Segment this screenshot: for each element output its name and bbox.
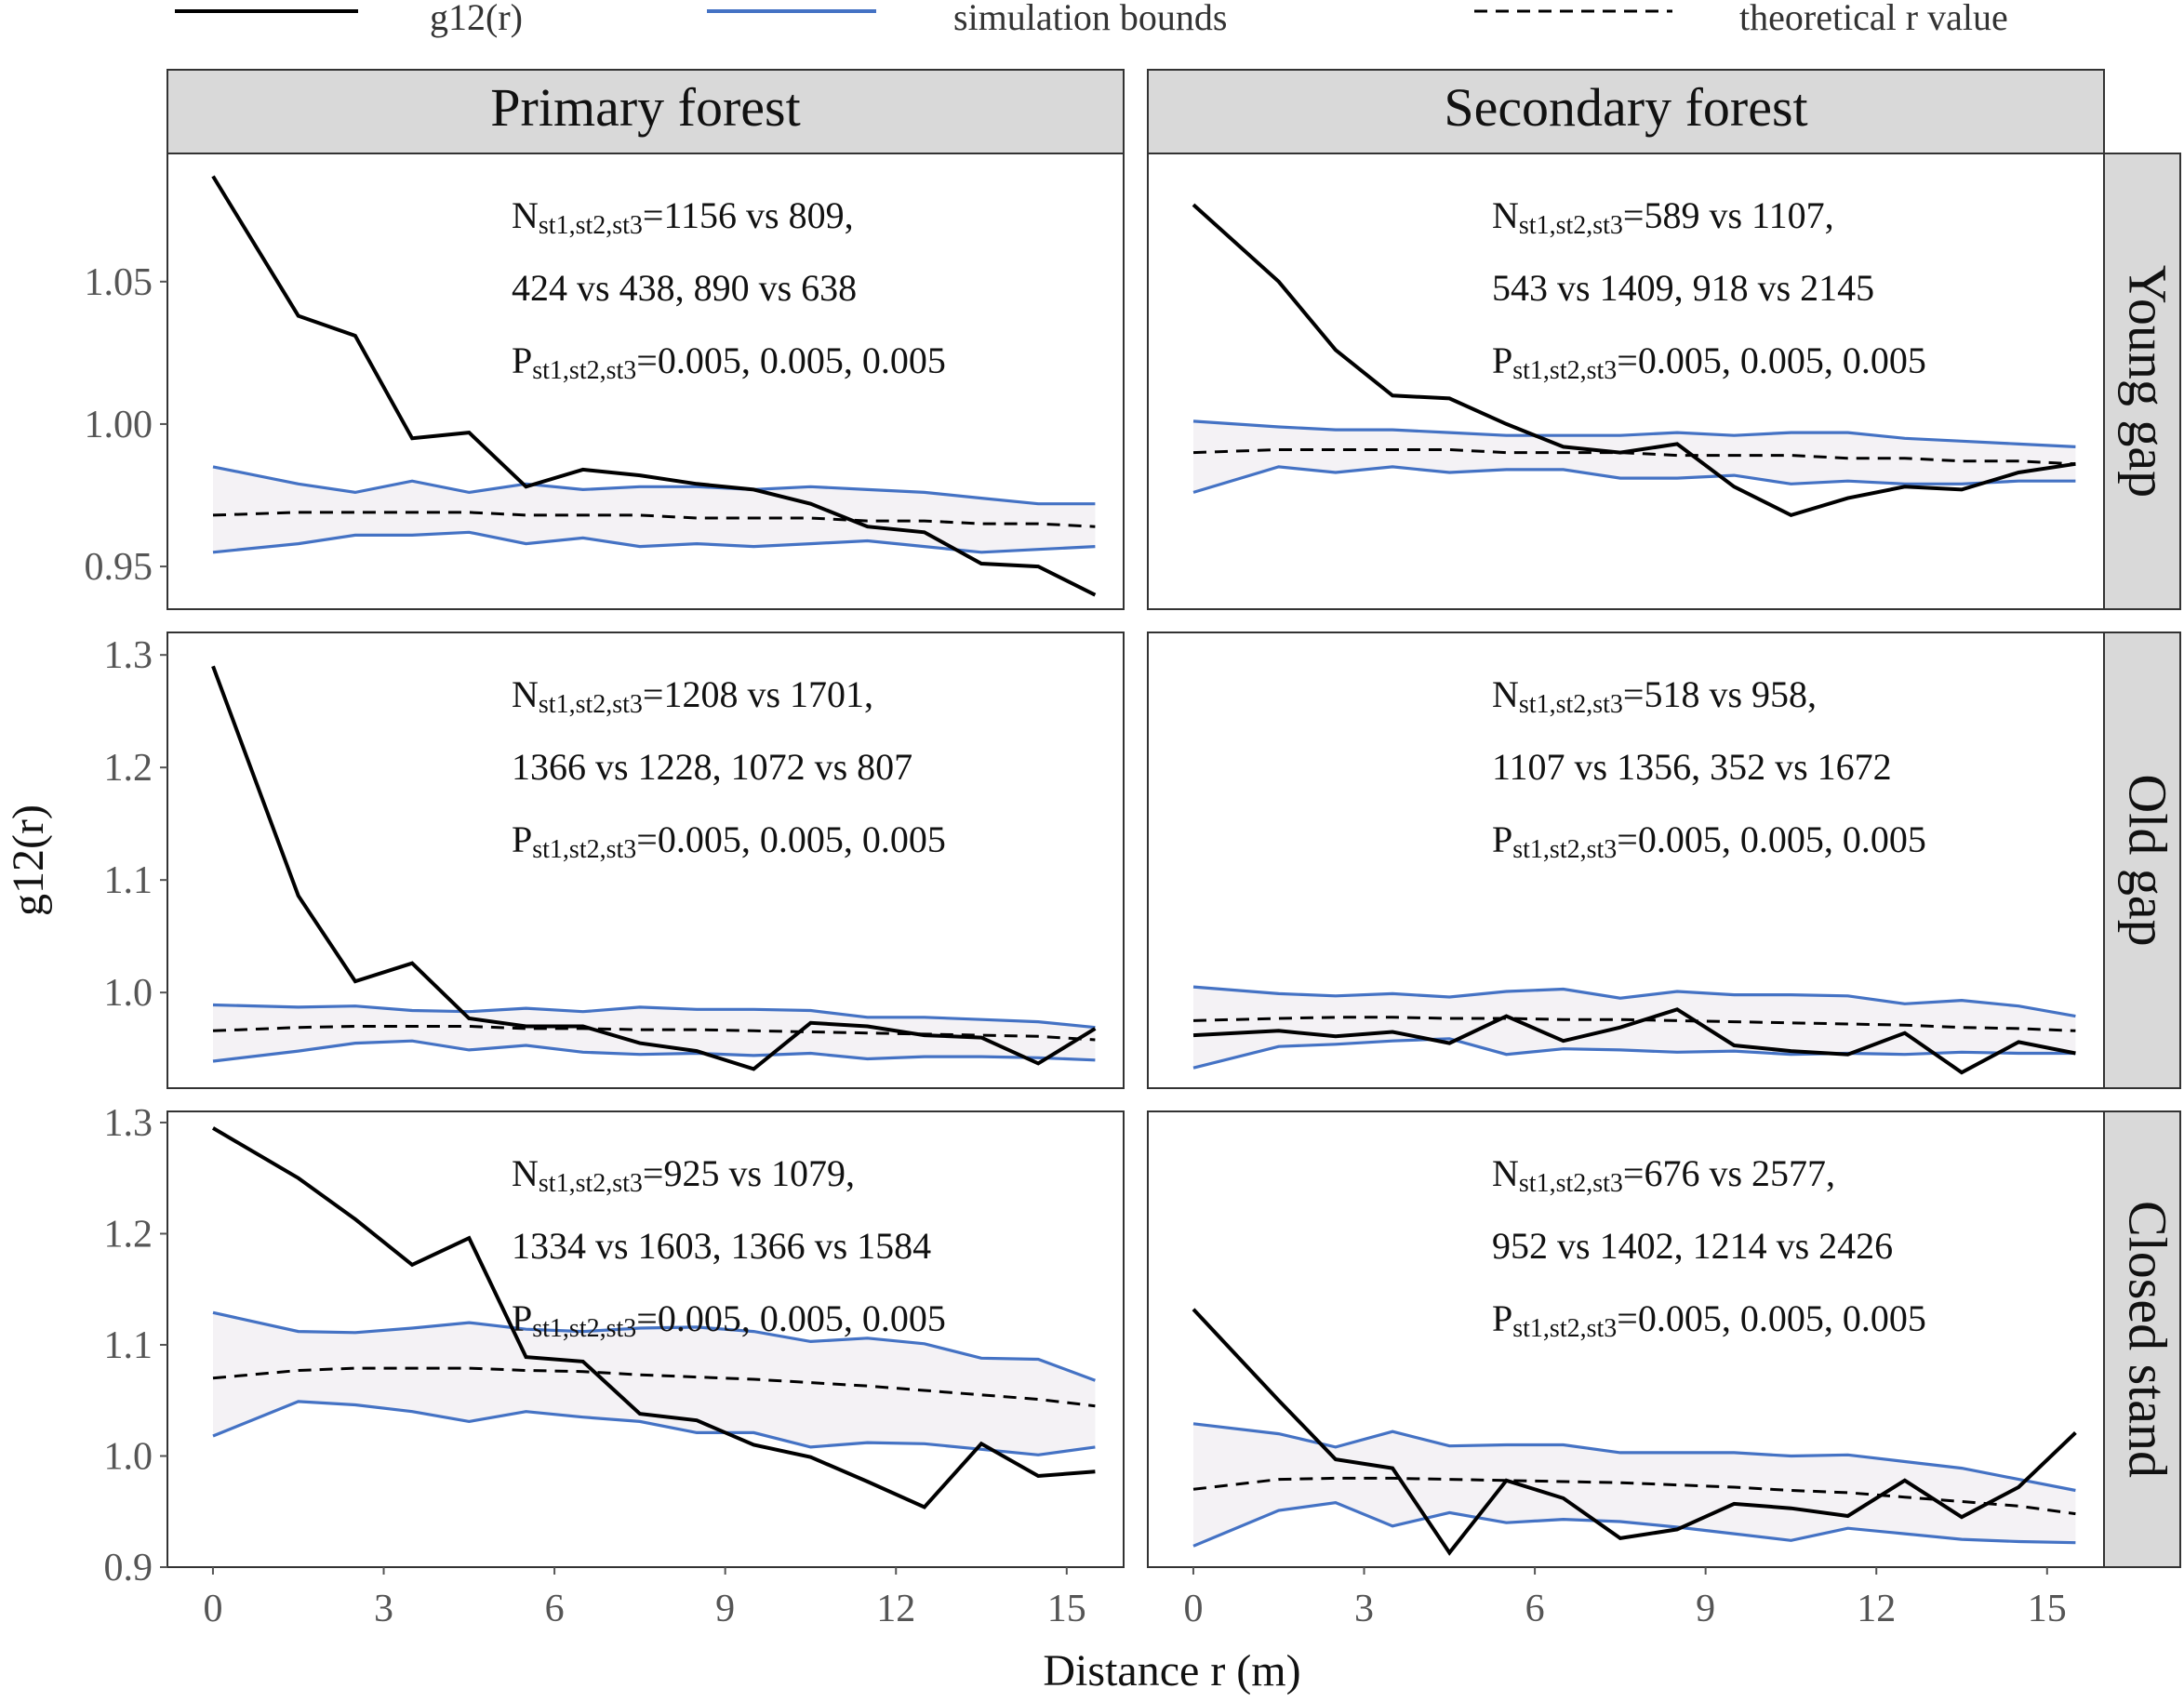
- x-tick-label: 6: [1525, 1588, 1545, 1630]
- row-label-old-gap: Old gap: [2118, 774, 2178, 946]
- observed-g12-line: [1192, 203, 2076, 518]
- x-tick-label: 0: [203, 1588, 222, 1630]
- y-tick-label: 1.1: [104, 859, 153, 902]
- annotation-n-line2: 1334 vs 1603, 1366 vs 1584: [512, 1225, 931, 1267]
- x-tick-label: 12: [1857, 1588, 1896, 1630]
- column-strip-secondary: [1147, 69, 2105, 154]
- y-tick-label: 1.1: [104, 1324, 153, 1367]
- panel-primary-forest-closed-stand: 0.9 1.0 1.1 1.2 1.3 0 3 6 9 12 15 Nst1,st2,st3=925 …: [104, 1102, 1125, 1630]
- observed-g12-line: [211, 665, 1097, 1071]
- x-tick-label: 15: [2028, 1588, 2067, 1630]
- x-tick-label: 6: [545, 1588, 565, 1630]
- upper-bound-line: [212, 1310, 1096, 1382]
- x-tick-label: 3: [1354, 1588, 1374, 1630]
- upper-bound-line: [1192, 419, 2076, 448]
- observed-g12-line: [1192, 1308, 2077, 1556]
- theoretical-line: [1192, 448, 2076, 466]
- panel-secondary-forest-old-gap: Nst1,st2,st3=518 vs 958,1107 vs 1356, 35…: [1147, 632, 2105, 1089]
- y-tick-label: 1.3: [104, 1102, 153, 1145]
- annotation-n-line1: Nst1,st2,st3=925 vs 1079,: [512, 1152, 855, 1198]
- upper-bound-line: [212, 1003, 1096, 1030]
- x-tick-label: 0: [1183, 1588, 1203, 1630]
- annotation-n-line2: 1366 vs 1228, 1072 vs 807: [512, 746, 912, 788]
- legend-label-bounds: simulation bounds: [953, 0, 1227, 38]
- upper-bound-line: [212, 465, 1096, 506]
- legend-label-theoretical: theoretical r value: [1739, 0, 2008, 38]
- observed-g12-line: [211, 1126, 1096, 1509]
- y-tick-label: 1.2: [104, 1213, 153, 1256]
- theoretical-line: [1192, 1476, 2076, 1516]
- simulation-envelope: [1193, 987, 2076, 1069]
- theoretical-line: [212, 511, 1096, 528]
- y-tick-label: 0.95: [85, 546, 153, 589]
- y-tick-label: 0.9: [104, 1547, 153, 1589]
- annotation-p-line: Pst1,st2,st3=0.005, 0.005, 0.005: [512, 1297, 946, 1343]
- simulation-envelope: [213, 1004, 1096, 1061]
- panel-frame: [1147, 153, 2105, 610]
- simulation-envelope: [1193, 420, 2076, 493]
- panel-secondary-forest-closed-stand: 0 3 6 9 12 15 Nst1,st2,st3=676 vs 2577, 952 vs …: [1147, 1110, 2105, 1630]
- x-tick-label: 9: [715, 1588, 735, 1630]
- legend: g12(r) simulation bounds theoretical r v…: [175, 0, 2008, 38]
- column-label-secondary: Secondary forest: [1444, 77, 1807, 138]
- annotation-n-line1: Nst1,st2,st3=676 vs 2577,: [1492, 1152, 1835, 1198]
- observed-g12-line: [211, 175, 1097, 597]
- annotation-p-line: Pst1,st2,st3=0.005, 0.005, 0.005: [512, 339, 946, 385]
- row-strip-old-gap: [2103, 632, 2181, 1089]
- annotation-n-line2: 1107 vs 1356, 352 vs 1672: [1492, 746, 1892, 788]
- y-tick-label: 1.0: [104, 1435, 153, 1478]
- y-tick-label: 1.05: [85, 261, 153, 304]
- lower-bound-line: [1192, 1501, 2076, 1548]
- x-tick-label: 9: [1696, 1588, 1715, 1630]
- y-tick-label: 1.3: [104, 634, 153, 677]
- simulation-envelope: [1193, 1423, 2076, 1547]
- x-axis-title: Distance r (m): [1043, 1646, 1300, 1695]
- annotation-p-line: Pst1,st2,st3=0.005, 0.005, 0.005: [1492, 1297, 1926, 1343]
- upper-bound-line: [1192, 1422, 2076, 1493]
- annotation-n-line2: 952 vs 1402, 1214 vs 2426: [1492, 1225, 1893, 1267]
- panel-secondary-forest-young-gap: Nst1,st2,st3=589 vs 1107,543 vs 1409, 91…: [1147, 153, 2105, 610]
- y-tick-label: 1.00: [85, 404, 153, 446]
- simulation-envelope: [213, 466, 1096, 552]
- y-tick-label: 1.2: [104, 747, 153, 790]
- column-label-primary: Primary forest: [490, 77, 800, 138]
- row-label-closed-stand: Closed stand: [2118, 1201, 2178, 1478]
- observed-g12-line: [1192, 1007, 2076, 1075]
- y-tick-label: 1.0: [104, 972, 153, 1015]
- column-strip-primary: [166, 69, 1125, 154]
- legend-label-observed: g12(r): [430, 0, 523, 38]
- annotation-n-line2: 424 vs 438, 890 vs 638: [512, 267, 857, 309]
- row-strip-young-gap: [2103, 153, 2181, 610]
- annotation-n-line2: 543 vs 1409, 918 vs 2145: [1492, 267, 1874, 309]
- upper-bound-line: [1192, 985, 2076, 1018]
- lower-bound-line: [212, 1400, 1096, 1456]
- simulation-envelope: [213, 1312, 1096, 1456]
- y-axis-title: g12(r): [4, 804, 53, 916]
- x-tick-label: 15: [1047, 1588, 1086, 1630]
- lower-bound-line: [212, 1039, 1096, 1063]
- row-label-young-gap: Young gap: [2118, 265, 2178, 498]
- theoretical-line: [212, 1366, 1096, 1408]
- x-tick-label: 3: [374, 1588, 393, 1630]
- lower-bound-line: [1192, 465, 2076, 494]
- x-tick-label: 12: [876, 1588, 915, 1630]
